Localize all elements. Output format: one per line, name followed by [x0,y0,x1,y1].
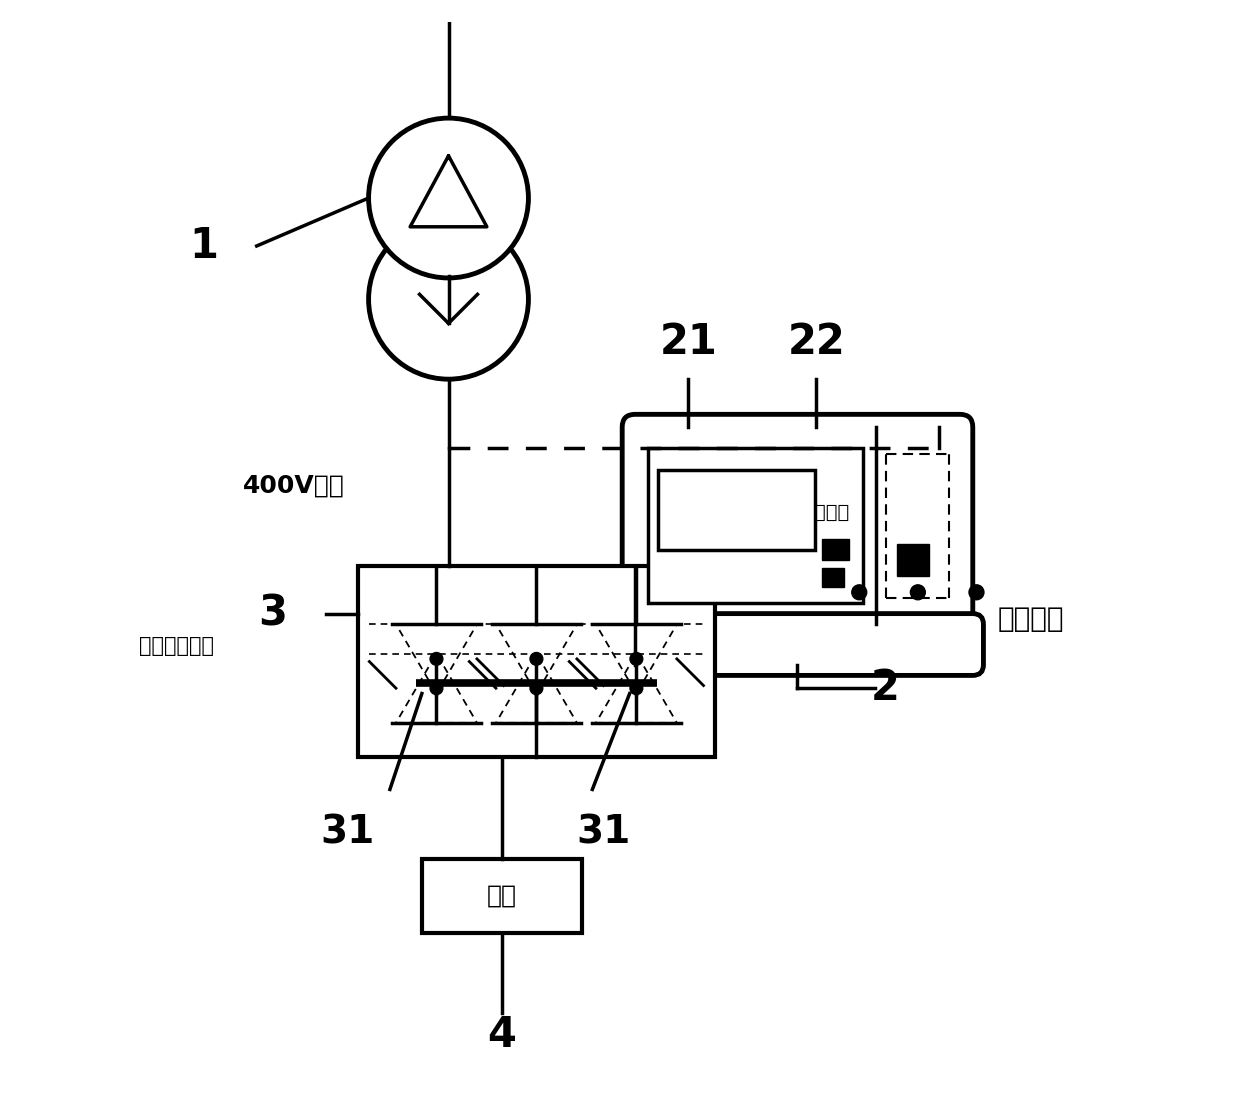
FancyBboxPatch shape [612,614,983,675]
Circle shape [910,585,925,599]
Circle shape [430,653,443,665]
Circle shape [969,585,984,599]
Text: 21: 21 [660,321,717,363]
Text: 3: 3 [259,593,287,635]
Text: 22: 22 [787,321,846,363]
Circle shape [369,220,529,380]
Bar [647,448,863,603]
Text: 静态切换开关: 静态切换开关 [140,636,214,656]
Bar [822,568,844,587]
Bar [358,566,714,757]
Circle shape [630,682,643,695]
Text: 负载: 负载 [487,884,516,908]
Circle shape [630,653,643,665]
Text: 1: 1 [189,225,218,268]
FancyBboxPatch shape [623,414,973,637]
Bar [898,544,928,576]
Text: 控制器: 控制器 [815,503,849,522]
Text: 31: 31 [321,813,374,851]
Text: 2: 2 [872,667,900,709]
Circle shape [530,653,542,665]
Circle shape [852,585,867,599]
Bar [822,539,849,561]
Bar [659,470,815,549]
Text: 31: 31 [576,813,630,851]
Circle shape [430,682,443,695]
Text: 400V市电: 400V市电 [243,474,345,497]
Text: 发电机组: 发电机组 [998,605,1063,633]
Circle shape [530,682,542,695]
Bar [422,859,582,934]
Text: 4: 4 [488,1013,516,1056]
Circle shape [369,118,529,278]
